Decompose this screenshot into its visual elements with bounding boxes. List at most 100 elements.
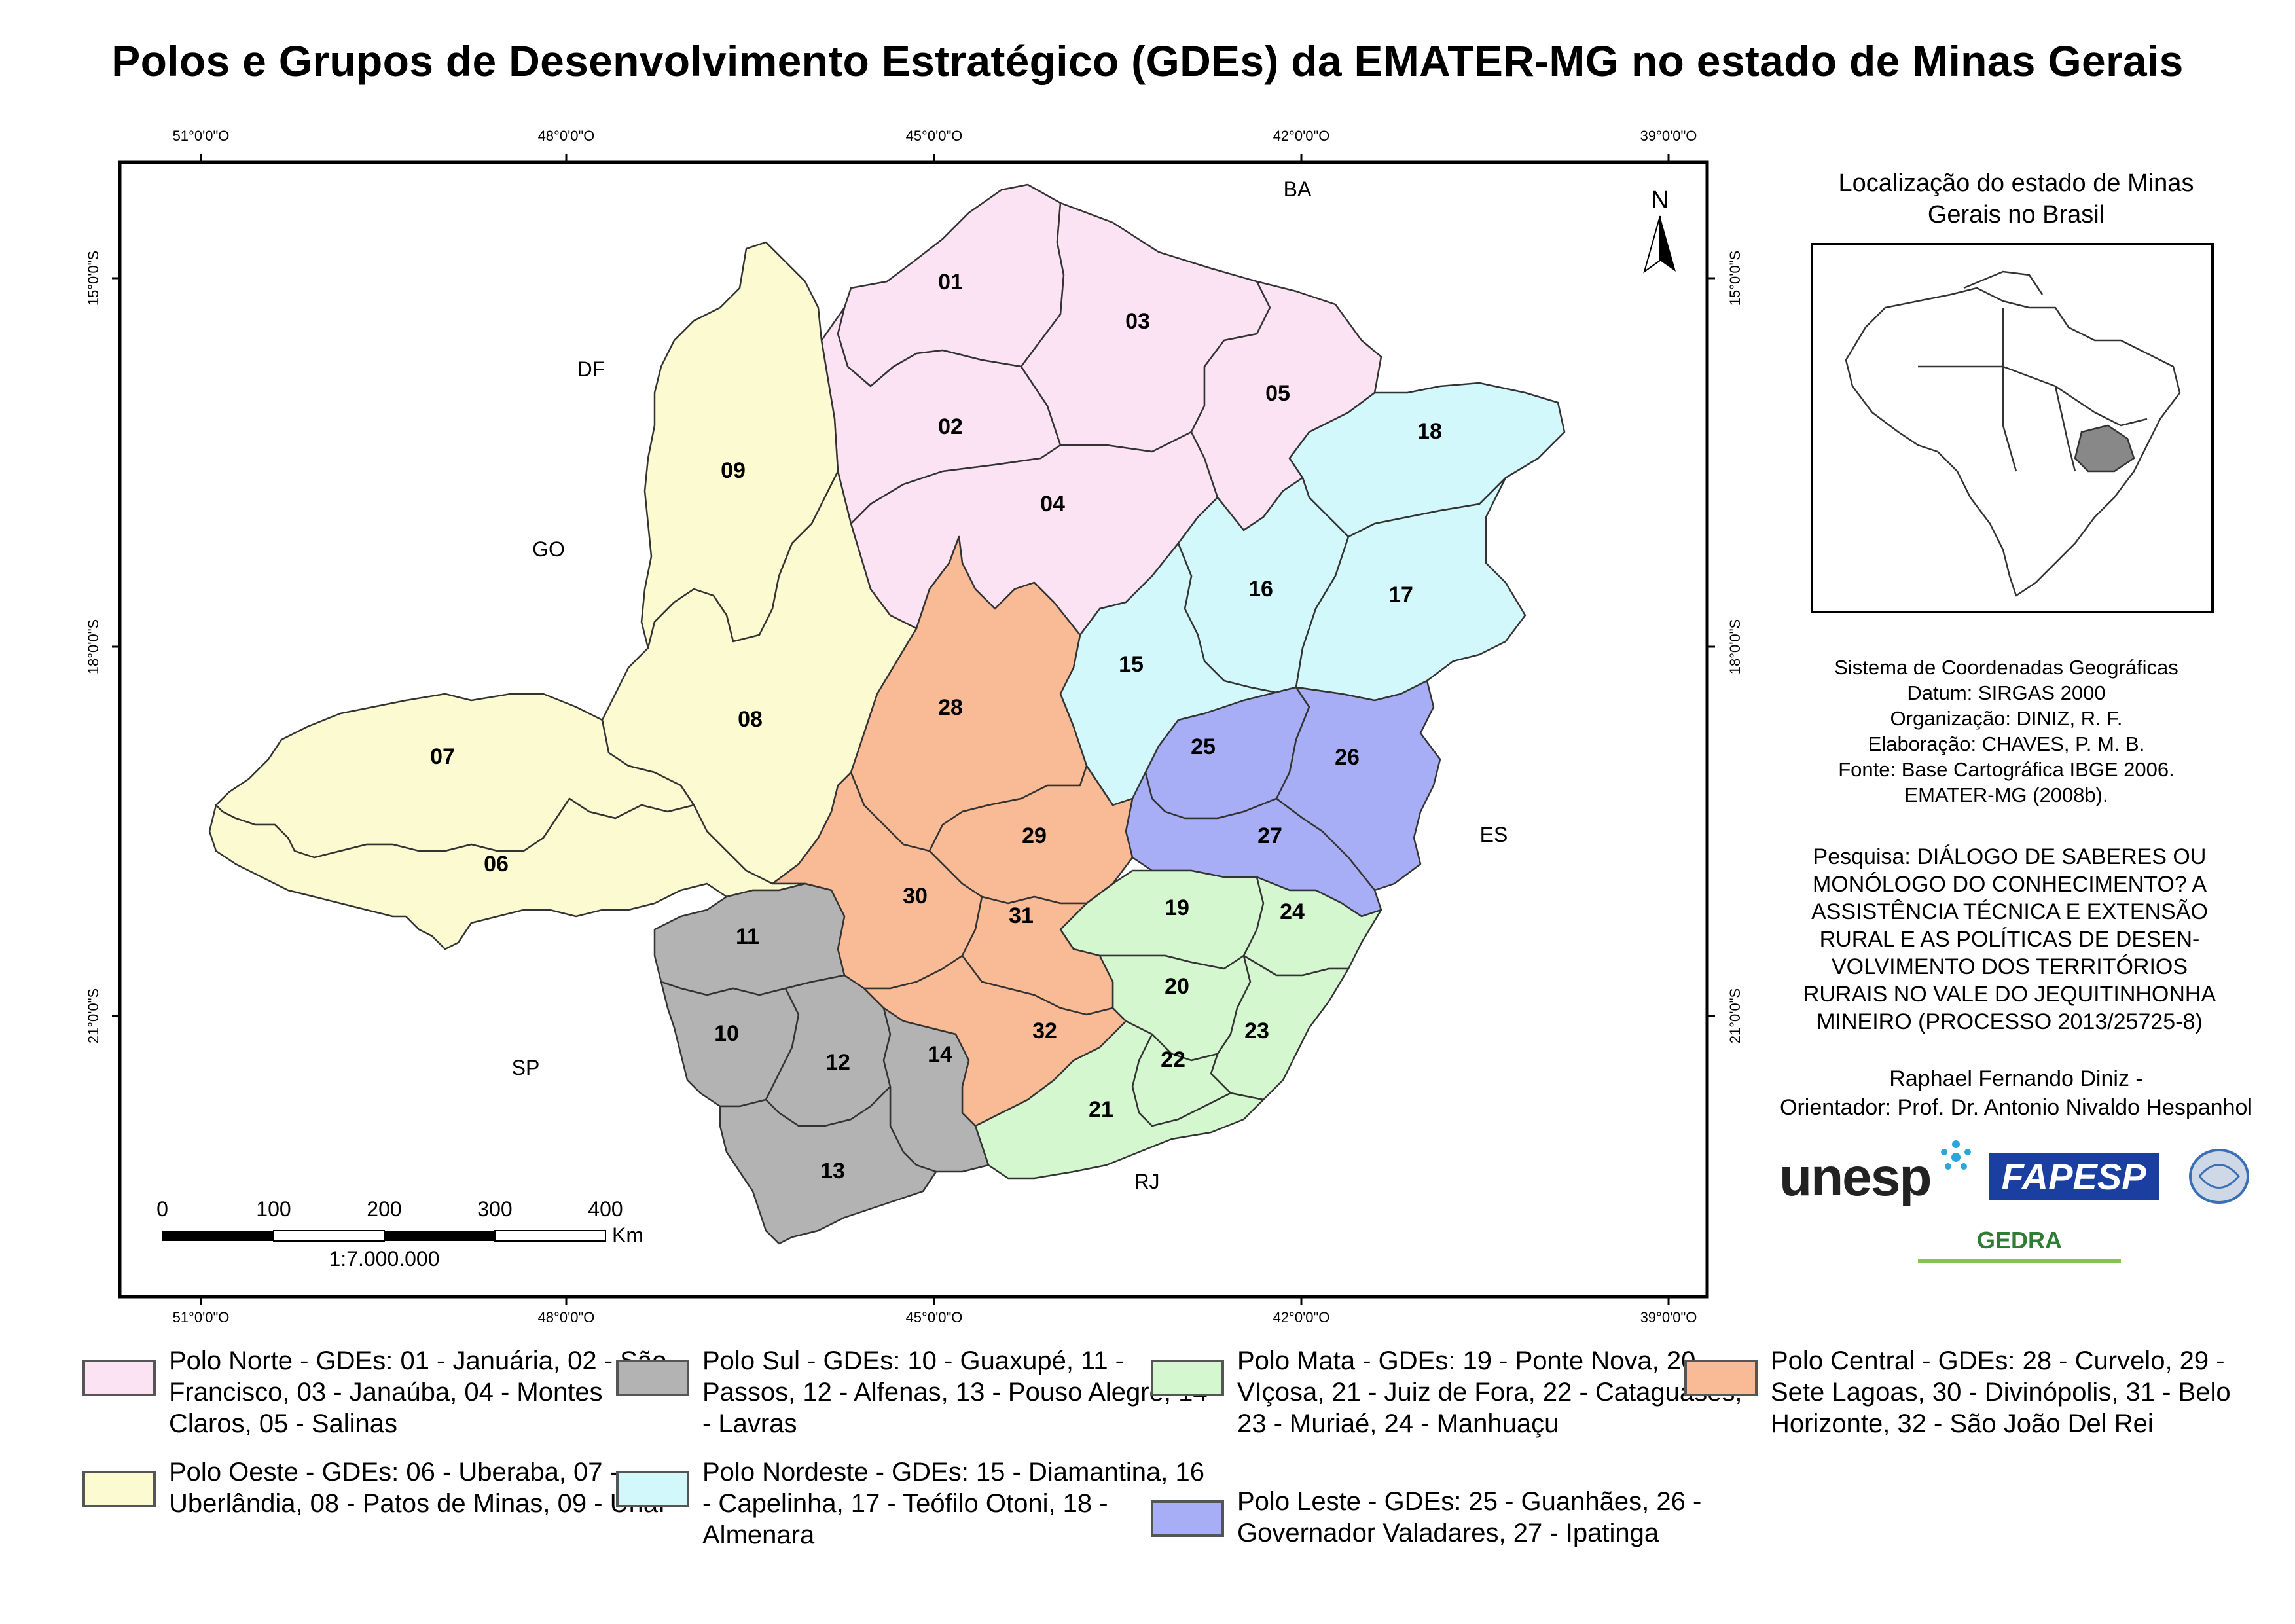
label-29: 29: [1022, 823, 1047, 848]
legend-polo-mata: Polo Mata - GDEs: 19 - Ponte Nova, 20 - …: [1151, 1345, 1754, 1439]
polo-nordeste-regions: [1059, 382, 1566, 806]
legend-text-mata: Polo Mata - GDEs: 19 - Ponte Nova, 20 - …: [1237, 1346, 1743, 1438]
label-24: 24: [1280, 899, 1305, 924]
info-block: Sistema de Coordenadas Geográficas Datum…: [1780, 655, 2232, 808]
coord-left-1: 15°0'0"S: [85, 251, 101, 306]
legend-swatch-central: [1684, 1360, 1758, 1396]
label-17: 17: [1388, 583, 1413, 607]
label-23: 23: [1244, 1019, 1269, 1043]
scale-unit: Km: [612, 1223, 643, 1247]
scale-ratio: 1:7.000.000: [329, 1247, 439, 1271]
legend-text-central: Polo Central - GDEs: 28 - Curvelo, 29 - …: [1771, 1346, 2231, 1438]
region-23[interactable]: [1210, 954, 1350, 1101]
scale-tick-0: 0: [156, 1197, 168, 1221]
coord-right-2: 18°0'0"S: [1727, 619, 1743, 674]
unesp-star-icon: [1938, 1139, 1974, 1176]
legend-polo-sul: Polo Sul - GDEs: 10 - Guaxupé, 11 - Pass…: [616, 1345, 1220, 1439]
label-07: 07: [430, 744, 455, 769]
coord-bottom-3: 45°0'0"O: [906, 1309, 963, 1326]
label-05: 05: [1265, 381, 1290, 406]
scale-tick-100: 100: [256, 1197, 291, 1221]
info-line-1: Sistema de Coordenadas Geográficas: [1834, 656, 2178, 679]
coord-top-3: 45°0'0"O: [906, 128, 963, 144]
label-21: 21: [1089, 1097, 1113, 1122]
neighbor-df: DF: [577, 357, 605, 381]
region-26[interactable]: [1275, 679, 1441, 892]
coord-right-3: 21°0'0"S: [1727, 988, 1743, 1043]
unesp-logo: unesp: [1779, 1147, 1932, 1207]
north-arrow: N: [1643, 187, 1676, 274]
neighbor-es: ES: [1480, 823, 1508, 846]
legend-swatch-norte: [82, 1360, 156, 1396]
coord-bottom-5: 39°0'0"O: [1640, 1309, 1697, 1326]
label-15: 15: [1119, 652, 1144, 677]
label-03: 03: [1125, 309, 1150, 334]
legend-polo-oeste: Polo Oeste - GDEs: 06 - Uberaba, 07 - Ub…: [82, 1456, 686, 1519]
label-10: 10: [714, 1021, 739, 1046]
label-26: 26: [1335, 745, 1360, 770]
legend-swatch-oeste: [82, 1471, 156, 1507]
legend-polo-leste: Polo Leste - GDEs: 25 - Guanhães, 26 - G…: [1151, 1486, 1754, 1549]
polo-sul-regions: [653, 882, 990, 1245]
neighbor-go: GO: [532, 537, 565, 561]
legend-text-leste: Polo Leste - GDEs: 25 - Guanhães, 26 - G…: [1237, 1487, 1702, 1547]
coord-left-2: 18°0'0"S: [85, 619, 101, 674]
north-arrow-label: N: [1651, 187, 1669, 214]
neighbor-sp: SP: [512, 1056, 540, 1079]
scale-tick-300: 300: [477, 1197, 512, 1221]
locator-brazil-outline: [1845, 270, 2181, 597]
legend-swatch-nordeste: [616, 1471, 689, 1507]
legend-text-oeste: Polo Oeste - GDEs: 06 - Uberaba, 07 - Ub…: [169, 1458, 666, 1518]
label-19: 19: [1165, 895, 1189, 920]
label-01: 01: [938, 270, 963, 295]
advisor-name: Orientador: Prof. Dr. Antonio Nivaldo He…: [1780, 1095, 2252, 1120]
coord-bottom-4: 42°0'0"O: [1273, 1309, 1330, 1326]
polo-norte-regions: [820, 183, 1382, 636]
author-name: Raphael Fernando Diniz -: [1889, 1066, 2143, 1091]
label-32: 32: [1032, 1019, 1057, 1043]
locator-title: Localização do estado de Minas Gerais no…: [1838, 170, 2194, 228]
legend-text-sul: Polo Sul - GDEs: 10 - Guaxupé, 11 - Pass…: [702, 1346, 1208, 1438]
legend-swatch-sul: [616, 1360, 689, 1396]
gedra-logo: GEDRA: [1918, 1221, 2121, 1263]
neighbor-ba: BA: [1284, 177, 1312, 201]
polo-central-regions: [771, 535, 1134, 1127]
neighbor-rj: RJ: [1134, 1170, 1159, 1193]
legend-polo-norte: Polo Norte - GDEs: 01 - Januária, 02 - S…: [82, 1345, 686, 1439]
label-11: 11: [736, 924, 759, 949]
info-line-6: EMATER-MG (2008b).: [1904, 784, 2108, 806]
scale-tick-200: 200: [367, 1197, 401, 1221]
legend-swatch-mata: [1151, 1360, 1224, 1396]
coord-bottom-1: 51°0'0"O: [173, 1309, 230, 1326]
coord-top-5: 39°0'0"O: [1640, 128, 1697, 144]
polo-leste-regions: [1125, 679, 1441, 918]
polo-oeste-regions: [208, 241, 918, 950]
coord-bottom-2: 48°0'0"O: [538, 1309, 595, 1326]
graticule-ticks: [112, 154, 1715, 1305]
locator-minas-gerais-highlight: [2074, 424, 2135, 473]
label-18: 18: [1417, 419, 1442, 444]
info-line-3: Organização: DINIZ, R. F.: [1890, 707, 2123, 730]
scale-tick-400: 400: [588, 1197, 623, 1221]
info-line-5: Fonte: Base Cartográfica IBGE 2006.: [1838, 758, 2175, 781]
polo-mata-regions: [974, 869, 1382, 1180]
label-04: 04: [1040, 492, 1065, 516]
map-title: Polos e Grupos de Desenvolvimento Estrat…: [111, 37, 2184, 85]
label-25: 25: [1191, 734, 1216, 759]
region-17[interactable]: [1295, 477, 1527, 702]
label-08: 08: [738, 707, 763, 732]
region-13[interactable]: [719, 1085, 937, 1245]
label-31: 31: [1009, 903, 1034, 928]
label-02: 02: [938, 414, 963, 439]
label-09: 09: [721, 458, 746, 483]
coord-top-1: 51°0'0"O: [173, 128, 230, 144]
coord-right-1: 15°0'0"S: [1727, 251, 1743, 306]
info-line-2: Datum: SIRGAS 2000: [1907, 681, 2106, 704]
coord-top-4: 42°0'0"O: [1273, 128, 1330, 144]
coord-left-3: 21°0'0"S: [85, 988, 101, 1043]
label-30: 30: [903, 884, 928, 909]
fapesp-logo: FAPESP: [1989, 1153, 2159, 1200]
legend-text-nordeste: Polo Nordeste - GDEs: 15 - Diamantina, 1…: [702, 1458, 1205, 1549]
label-06: 06: [484, 852, 509, 876]
